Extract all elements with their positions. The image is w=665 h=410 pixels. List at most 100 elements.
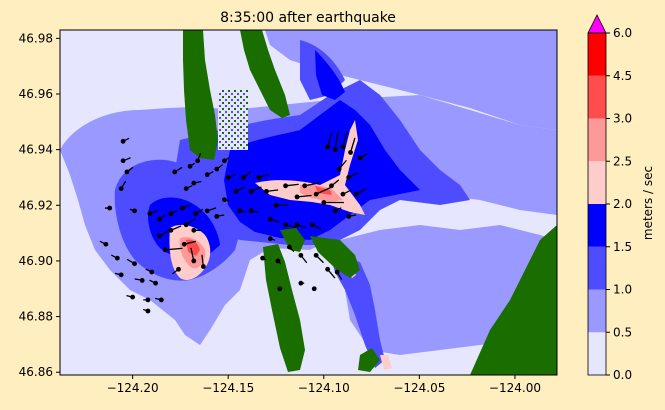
velocity-arrow (357, 153, 368, 161)
velocity-arrow (99, 240, 109, 247)
velocity-arrow (111, 254, 120, 261)
velocity-arrow (329, 179, 340, 189)
velocity-arrow (172, 266, 181, 275)
velocity-arrow (157, 214, 166, 222)
velocity-arrow (233, 186, 245, 194)
velocity-arrow (340, 130, 348, 150)
colorbar-segment (588, 332, 606, 375)
colorbar-tick-label: 0.0 (613, 368, 632, 382)
velocity-arrow (321, 200, 345, 205)
colorbar-segment (588, 161, 606, 204)
velocity-arrow (143, 297, 151, 303)
fast-current-channel (255, 120, 365, 215)
y-tick-label: 46.98 (19, 31, 53, 45)
velocity-arrow (104, 205, 113, 211)
velocity-arrow (260, 255, 267, 261)
velocity-arrow (157, 231, 169, 239)
velocity-arrow (346, 172, 358, 180)
y-tick-label: 46.86 (19, 365, 53, 379)
velocity-arrow (183, 218, 196, 228)
velocity-arrow (332, 130, 339, 153)
velocity-arrow (181, 240, 197, 247)
velocity-arrow (172, 167, 183, 175)
velocity-arrow (149, 279, 158, 286)
velocity-arrow (190, 247, 197, 264)
colorbar-segment (588, 246, 606, 290)
velocity-arrow (237, 208, 246, 214)
velocity-arrow (162, 247, 183, 253)
plot-area (60, 30, 557, 375)
velocity-arrow (273, 202, 290, 208)
south-spit-land (263, 244, 305, 372)
x-tick-label: −124.05 (393, 381, 445, 395)
velocity-arrow (353, 187, 367, 197)
colorbar-tick-label: 2.0 (613, 197, 632, 211)
velocity-arrow (241, 171, 252, 180)
velocity-arrow (248, 208, 259, 214)
x-tick-label: −124.20 (107, 381, 159, 395)
y-axis: 46.86 46.88 46.90 46.92 46.94 46.96 46.98 (19, 31, 60, 379)
colorbar-tick-label: 3.0 (613, 112, 632, 126)
velocity-arrow (214, 214, 225, 219)
velocity-arrow (193, 208, 204, 217)
velocity-arrow (275, 258, 282, 265)
mid-bay-island (310, 236, 360, 278)
velocity-arrow (134, 278, 145, 283)
inlet-bar (358, 348, 380, 372)
x-tick-label: −124.00 (489, 381, 541, 395)
velocity-arrow (120, 137, 130, 144)
velocity-arrow (120, 157, 131, 164)
velocity-arrow (221, 157, 230, 164)
colorbar-segment (588, 33, 606, 76)
velocity-arrow (143, 308, 151, 314)
velocity-arrow (145, 268, 155, 275)
colorbar-segment (588, 289, 606, 333)
strong-current-north (315, 50, 345, 100)
velocity-arrow (168, 225, 182, 233)
y-tick-label: 46.90 (19, 254, 53, 268)
y-tick-label: 46.92 (19, 198, 53, 212)
north-spit-land (183, 30, 218, 160)
velocity-arrow (313, 252, 324, 264)
velocity-arrow (283, 183, 299, 189)
velocity-arrow (221, 197, 230, 203)
velocity-arrow (118, 180, 127, 191)
velocity-arrow (334, 269, 343, 280)
velocity-arrow (155, 297, 164, 303)
y-tick-label: 46.96 (19, 87, 53, 101)
velocity-arrow (302, 182, 320, 189)
strong-current-channel (224, 100, 420, 240)
y-tick-label: 46.88 (19, 310, 53, 324)
plot-frame (59, 29, 558, 376)
colorbar-extend-triangle (587, 14, 607, 34)
colorbar-segment (588, 204, 606, 247)
extreme-current-west (186, 239, 200, 256)
velocity-arrow (256, 174, 270, 180)
velocity-arrow (277, 286, 283, 292)
y-tick-label: 46.94 (19, 143, 53, 157)
velocity-arrow (309, 222, 322, 230)
velocity-arrow (200, 254, 206, 269)
velocity-arrow (129, 208, 137, 214)
x-tick-label: −124.15 (202, 381, 254, 395)
east-upland-land (520, 285, 557, 375)
velocity-arrow (298, 252, 308, 264)
velocity-arrow (340, 189, 352, 197)
south-spit-north-land (280, 228, 305, 252)
velocity-arrow (214, 164, 223, 172)
colorbar-tick-label: 4.5 (613, 69, 632, 83)
velocity-arrow (225, 174, 236, 180)
velocity-arrow (346, 214, 357, 219)
velocity-arrow (204, 207, 217, 214)
velocity-arrow (187, 162, 195, 169)
north-marsh (218, 90, 248, 150)
colorbar: 0.0 0.5 1.0 1.5 2.0 2.5 3.0 4.5 6.0 (587, 14, 632, 382)
velocity-arrow (313, 186, 333, 197)
velocity-arrow (267, 236, 276, 242)
colorbar-segment (588, 118, 606, 162)
velocity-arrow (168, 210, 178, 217)
velocity-arrow (298, 280, 305, 286)
velocity-arrow (267, 216, 280, 223)
velocity-arrow (114, 272, 124, 278)
velocity-arrow (283, 222, 297, 229)
